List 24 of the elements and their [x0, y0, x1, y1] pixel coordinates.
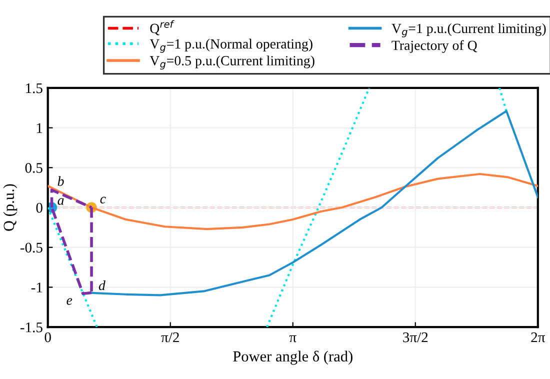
legend-label: Trajectory of Q — [392, 40, 478, 53]
legend-label: V$_{g}$=1 p.u.(Normal operating) — [150, 38, 312, 53]
y-tick-label: -1 — [31, 282, 42, 292]
y-tick-label: -1.5 — [20, 322, 42, 332]
x-tick-label: 0 — [44, 332, 51, 342]
annotation: b — [58, 176, 64, 186]
x-axis-title: Power angle δ (rad) — [233, 350, 352, 365]
y-tick-label: -0.5 — [20, 242, 42, 253]
legend-label: Q$^{ref}$ — [150, 20, 174, 36]
y-tick-label: 1 — [36, 123, 42, 133]
x-tick-label: 3π/2 — [403, 332, 428, 342]
legend-label: V$_{g}$=0.5 p.u.(Current limiting) — [150, 56, 314, 70]
annotation: d — [98, 280, 106, 290]
annotation: a — [58, 198, 64, 205]
x-tick-label: 2π — [531, 332, 546, 342]
y-axis-title: Q (p.u.) — [3, 184, 18, 231]
y-tick-label: 1.5 — [26, 83, 42, 94]
y-tick-label: 0 — [36, 202, 42, 213]
annotation: e — [66, 298, 72, 305]
x-tick-label: π — [289, 335, 296, 342]
annotation: c — [100, 196, 106, 204]
legend-label: V$_{g}$=1 p.u.(Current limiting) — [392, 23, 546, 38]
x-tick-label: π/2 — [161, 332, 179, 342]
y-tick-label: 0.5 — [25, 163, 42, 173]
